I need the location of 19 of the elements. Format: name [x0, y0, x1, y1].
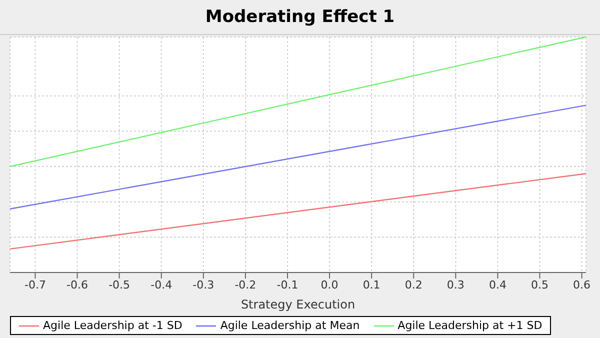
x-tick-label: -0.7 — [24, 278, 46, 292]
x-tick-label: 0.2 — [404, 278, 422, 292]
x-tick-label: -0.4 — [150, 278, 172, 292]
x-tick-label: 0.1 — [362, 278, 380, 292]
legend-label: Agile Leadership at Mean — [219, 319, 360, 332]
x-tick-label: -0.6 — [66, 278, 88, 292]
legend-label: Agile Leadership at -1 SD — [42, 319, 182, 332]
x-tick-label: 0.3 — [446, 278, 464, 292]
x-tick-label: -0.1 — [276, 278, 298, 292]
x-tick-label: 0.0 — [320, 278, 338, 292]
x-tick-label: -0.5 — [108, 278, 130, 292]
x-tick-label: -0.3 — [192, 278, 214, 292]
x-tick-label: -0.2 — [234, 278, 256, 292]
legend-label: Agile Leadership at +1 SD — [396, 319, 542, 332]
x-axis-title: Strategy Execution — [240, 298, 356, 312]
x-tick-label: 0.6 — [573, 278, 591, 292]
x-tick-label: 0.5 — [531, 278, 548, 292]
chart-title: Moderating Effect 1 — [0, 0, 600, 35]
x-tick-label: 0.4 — [488, 278, 506, 292]
